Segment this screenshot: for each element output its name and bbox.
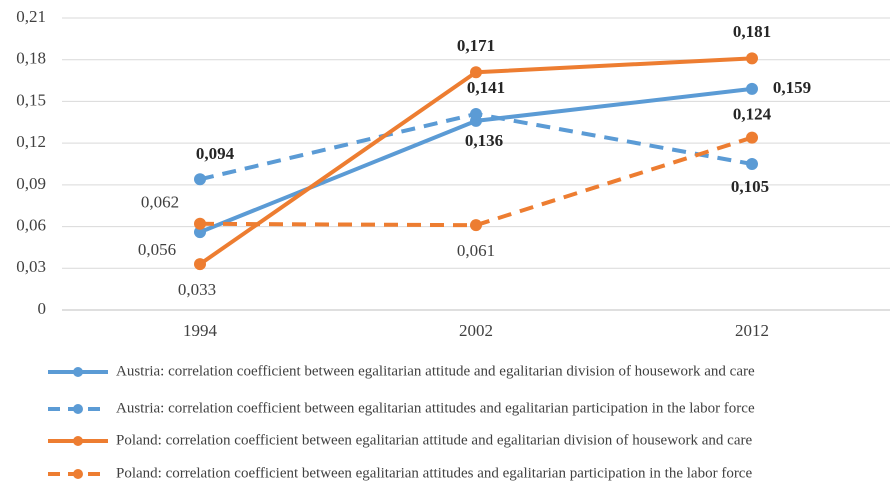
x-tick-label: 2012 <box>735 321 769 340</box>
data-label: 0,181 <box>733 22 771 41</box>
data-label: 0,033 <box>178 280 216 299</box>
y-tick-label: 0,15 <box>16 90 46 109</box>
marker <box>746 82 758 95</box>
y-tick-label: 0,21 <box>16 7 46 26</box>
y-tick-label: 0,18 <box>16 49 46 68</box>
data-label: 0,056 <box>138 240 176 259</box>
data-label: 0,159 <box>773 78 811 97</box>
data-label: 0,094 <box>196 144 235 163</box>
marker <box>746 52 758 65</box>
y-tick-label: 0 <box>38 299 47 318</box>
x-tick-label: 2002 <box>459 321 493 340</box>
y-tick-label: 0,03 <box>16 257 46 276</box>
legend-marker <box>73 469 83 479</box>
marker <box>470 107 482 120</box>
legend-marker <box>73 367 83 377</box>
marker <box>470 219 482 232</box>
y-tick-label: 0,06 <box>16 215 46 234</box>
marker <box>470 66 482 79</box>
legend-label: Austria: correlation coefficient between… <box>116 363 755 379</box>
data-label: 0,062 <box>141 193 179 212</box>
legend-label: Austria: correlation coefficient between… <box>116 400 755 416</box>
y-tick-label: 0,09 <box>16 174 46 193</box>
marker <box>194 258 206 271</box>
marker <box>194 173 206 186</box>
x-tick-label: 1994 <box>183 321 218 340</box>
marker <box>194 226 206 239</box>
data-label: 0,124 <box>733 104 772 123</box>
data-label: 0,171 <box>457 36 495 55</box>
series-line <box>199 135 753 228</box>
data-label: 0,105 <box>731 177 769 196</box>
legend-label: Poland: correlation coefficient between … <box>116 432 752 448</box>
marker <box>746 158 758 170</box>
legend-marker <box>73 436 83 446</box>
data-label: 0,136 <box>465 131 503 150</box>
marker <box>746 131 758 144</box>
legend-marker <box>73 404 83 414</box>
legend-label: Poland: correlation coefficient between … <box>116 465 752 481</box>
marker <box>194 217 206 230</box>
y-tick-label: 0,12 <box>16 132 46 151</box>
data-label: 0,061 <box>457 241 495 260</box>
data-label: 0,141 <box>467 78 505 97</box>
